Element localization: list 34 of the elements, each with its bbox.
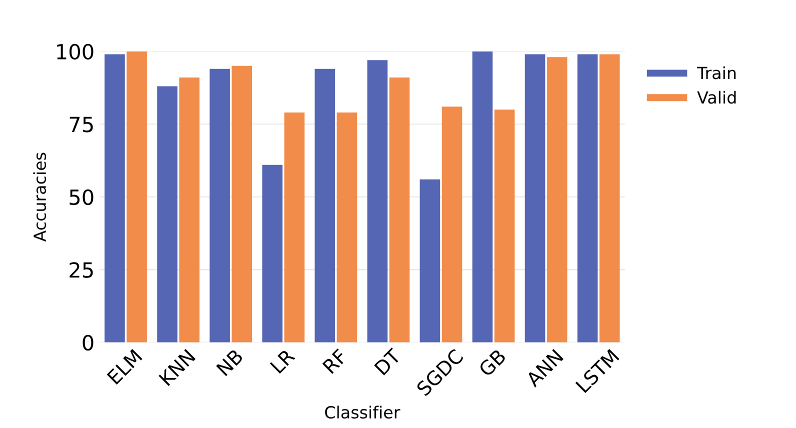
bar (599, 54, 620, 342)
bar (577, 54, 598, 342)
bar (232, 66, 252, 342)
bar (157, 86, 178, 342)
bar (126, 51, 147, 342)
bar (262, 164, 282, 342)
y-tick-label: 50 (70, 189, 94, 206)
bar (284, 112, 305, 342)
x-tick-label: GB (478, 348, 507, 378)
x-tick-label: LR (270, 348, 296, 374)
bar (442, 106, 462, 342)
bar (104, 54, 125, 342)
bar (420, 179, 440, 342)
bar (179, 78, 200, 342)
bar (210, 68, 230, 342)
bar (472, 51, 493, 342)
y-tick-label: 25 (70, 262, 93, 278)
x-tick-label: NB (216, 348, 244, 376)
bar (367, 60, 388, 342)
y-tick-label: 100 (57, 44, 94, 60)
bar (389, 78, 410, 342)
legend-label: Train (696, 66, 736, 80)
x-tick-label: DT (374, 348, 402, 376)
bar (314, 68, 336, 342)
bar (524, 54, 546, 342)
bar (494, 110, 515, 342)
bar (336, 112, 358, 342)
bar (546, 57, 568, 342)
y-axis-title: Accuracies (33, 152, 46, 242)
y-tick-label: 75 (70, 116, 93, 132)
x-tick-label: RF (322, 348, 348, 374)
x-axis-title: Classifier (325, 406, 400, 419)
legend-label: Valid (697, 90, 736, 104)
y-tick-label: 0 (82, 334, 94, 351)
